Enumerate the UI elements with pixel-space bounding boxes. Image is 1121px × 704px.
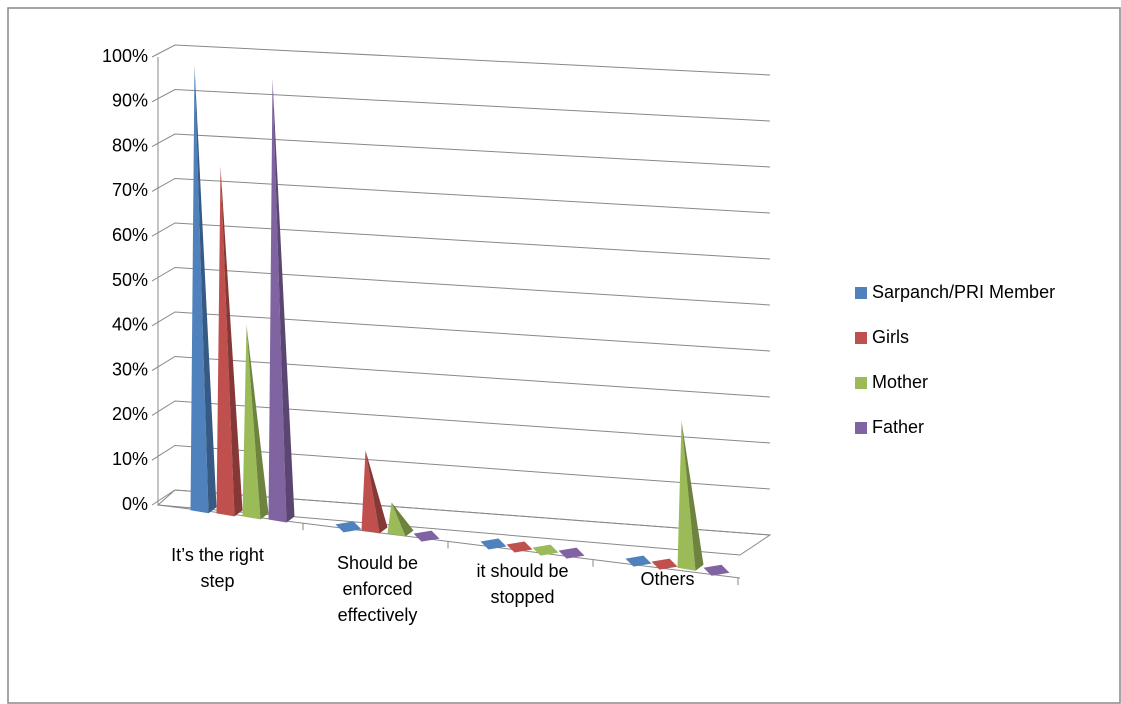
pyramid	[216, 166, 243, 517]
legend-label: Sarpanch/PRI Member	[872, 282, 1055, 302]
pyramid-face	[216, 166, 235, 517]
legend-label: Mother	[872, 372, 928, 392]
y-tick-label: 20%	[112, 404, 148, 424]
pyramid-face	[194, 65, 217, 514]
grid-line	[151, 88, 771, 122]
pyramid-face	[391, 502, 414, 537]
grid-line	[151, 400, 771, 444]
pyramid	[625, 555, 652, 567]
pyramid-face	[361, 450, 380, 534]
grid-line	[151, 266, 771, 306]
pyramid-face	[532, 544, 559, 556]
pyramid	[190, 65, 217, 514]
pyramid	[387, 502, 414, 537]
pyramid-face	[268, 78, 287, 523]
pyramid-face	[480, 538, 507, 550]
x-tick-label: Others	[640, 569, 695, 589]
legend-swatch	[855, 422, 867, 434]
grid-line	[151, 177, 771, 214]
y-tick-label: 0%	[122, 494, 148, 514]
grid-line	[151, 311, 771, 352]
pyramid-face	[651, 558, 678, 570]
pyramid-face	[246, 325, 269, 520]
pyramid-face	[703, 564, 730, 576]
grid-line	[151, 355, 771, 398]
x-tick-label: Should be enforced effectively	[336, 553, 419, 625]
x-tick-label: it should be stopped	[476, 561, 569, 607]
legend-swatch	[855, 287, 867, 299]
y-tick-label: 50%	[112, 270, 148, 290]
grid-line	[151, 222, 771, 260]
y-tick-label: 70%	[112, 180, 148, 200]
pyramid-face	[681, 420, 704, 571]
x-tick-label: It’s the right step	[171, 545, 264, 591]
pyramid-face	[506, 541, 533, 553]
pyramid-face	[365, 450, 388, 534]
y-tick-label: 40%	[112, 315, 148, 335]
pyramid-face	[242, 325, 261, 520]
legend-swatch	[855, 377, 867, 389]
y-tick-label: 100%	[102, 46, 148, 66]
pyramid	[361, 450, 388, 534]
pyramid-face	[272, 78, 295, 523]
y-tick-label: 90%	[112, 91, 148, 111]
pyramid	[651, 558, 678, 570]
pyramid	[480, 538, 507, 550]
legend-label: Father	[872, 417, 924, 437]
legend-label: Girls	[872, 327, 909, 347]
pyramid	[268, 78, 295, 523]
pyramid-face	[625, 555, 652, 567]
y-tick-label: 80%	[112, 135, 148, 155]
grid-line	[151, 44, 771, 76]
pyramid	[506, 541, 533, 553]
y-tick-label: 60%	[112, 225, 148, 245]
pyramid-face	[413, 530, 440, 542]
grid-line	[151, 133, 771, 168]
pyramid-face	[190, 65, 209, 514]
pyramid-face	[220, 166, 243, 517]
pyramid	[532, 544, 559, 556]
pyramid-face	[677, 420, 696, 571]
pyramid-face	[558, 547, 585, 559]
legend-swatch	[855, 332, 867, 344]
pyramid	[703, 564, 730, 576]
pyramid	[335, 521, 362, 533]
pyramid	[558, 547, 585, 559]
pyramid	[242, 325, 269, 520]
grid-line	[151, 444, 771, 490]
pyramid-face	[335, 521, 362, 533]
y-tick-label: 30%	[112, 359, 148, 379]
pyramid	[413, 530, 440, 542]
pyramid-face	[387, 502, 406, 537]
grid-line	[151, 489, 771, 536]
y-tick-label: 10%	[112, 449, 148, 469]
pyramid	[677, 420, 704, 571]
